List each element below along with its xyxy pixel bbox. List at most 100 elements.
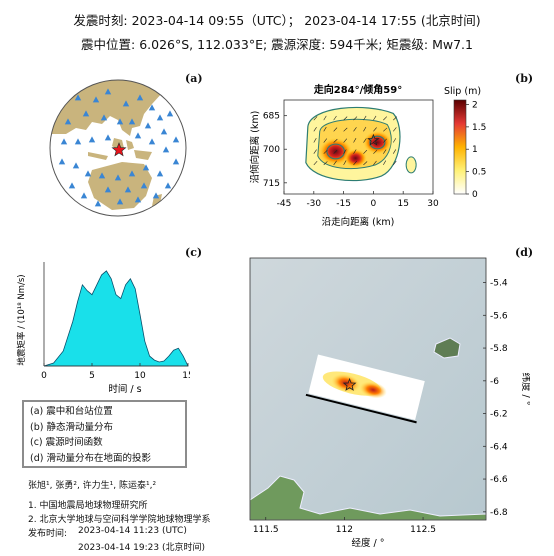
hypocenter-star-icon bbox=[367, 133, 380, 146]
rake-arrow bbox=[313, 160, 318, 166]
rake-arrow bbox=[393, 116, 398, 121]
colorbar-tick-label: 1 bbox=[472, 145, 478, 155]
station-triangle-icon bbox=[162, 146, 170, 153]
stf-x-tick-label: 10 bbox=[134, 371, 146, 381]
station-triangle-icon bbox=[64, 118, 72, 125]
rake-arrow bbox=[373, 160, 377, 166]
rake-arrow bbox=[373, 138, 378, 143]
station-triangle-icon bbox=[160, 128, 168, 135]
panel-a-station-map bbox=[49, 79, 187, 217]
rake-arrow bbox=[383, 149, 387, 154]
rake-arrow bbox=[343, 149, 347, 154]
legend-item: (d) 滑动量分布在地面的投影 bbox=[30, 452, 151, 464]
station-triangle-icon bbox=[156, 114, 164, 121]
release-time-beijing: 2023-04-14 19:23 (北京时间) bbox=[78, 543, 205, 553]
rake-arrow bbox=[323, 161, 328, 166]
slip-y-tick-label: 700 bbox=[263, 145, 280, 155]
map-y-tick-label: -5.4 bbox=[490, 279, 508, 289]
map-x-tick-label: 112 bbox=[336, 525, 353, 535]
release-time-utc: 2023-04-14 11:23 (UTC) bbox=[78, 526, 187, 536]
rake-arrow bbox=[363, 126, 367, 132]
rake-arrow bbox=[383, 127, 388, 132]
station-triangle-icon bbox=[114, 174, 122, 181]
island-bawean bbox=[433, 337, 461, 359]
panel-label-a: (a) bbox=[185, 72, 203, 85]
stf-x-tick-label: 15 bbox=[182, 371, 190, 381]
epicenter-star-icon bbox=[342, 377, 357, 391]
rake-arrow bbox=[333, 149, 338, 154]
station-triangle-icon bbox=[134, 132, 142, 139]
slip-asperity-projected bbox=[359, 381, 387, 399]
rake-arrow bbox=[393, 138, 397, 143]
rake-arrow bbox=[313, 116, 318, 121]
rake-arrow bbox=[353, 116, 358, 121]
panel-label-b: (b) bbox=[515, 72, 534, 85]
rake-arrow bbox=[353, 127, 357, 132]
legend-item: (b) 静态滑动量分布 bbox=[30, 421, 113, 433]
station-triangle-icon bbox=[156, 170, 164, 177]
affiliation-2: 2. 北京大学地球与空间科学学院地球物理学系 bbox=[28, 515, 211, 525]
station-triangle-icon bbox=[128, 118, 136, 125]
rake-arrow bbox=[343, 138, 348, 143]
stf-x-tick-label: 0 bbox=[41, 371, 47, 381]
epicenter-line: 震中位置: 6.026°S, 112.033°E; 震源深度: 594千米; 矩… bbox=[81, 37, 473, 52]
java-coast bbox=[250, 475, 486, 520]
station-triangle-icon bbox=[116, 118, 124, 125]
station-triangle-icon bbox=[60, 138, 68, 145]
slip-x-tick-label: -45 bbox=[277, 199, 292, 209]
slip-y-tick-label: 715 bbox=[263, 179, 280, 189]
station-triangle-icon bbox=[140, 182, 148, 189]
stf-x-axis-label: 时间 / s bbox=[108, 383, 141, 395]
map-y-tick-label: -6.8 bbox=[490, 508, 508, 518]
slip-colorbar bbox=[453, 99, 467, 195]
authors: 张旭¹, 张勇², 许力生¹, 陈运泰¹,² bbox=[28, 481, 157, 491]
rake-arrow bbox=[373, 115, 377, 121]
station-triangle-icon bbox=[152, 192, 160, 199]
rake-arrow bbox=[323, 126, 327, 132]
rake-arrow bbox=[363, 149, 368, 154]
station-triangle-icon bbox=[166, 110, 174, 117]
station-triangle-icon bbox=[104, 186, 112, 193]
rake-arrow bbox=[333, 138, 338, 143]
station-triangle-icon bbox=[148, 104, 156, 111]
rake-arrow bbox=[393, 149, 397, 154]
stf-y-axis-label: 地震矩率 / (10¹⁸ Nm/s) bbox=[16, 274, 27, 365]
station-triangle-icon bbox=[128, 170, 136, 177]
globe-outline bbox=[49, 79, 187, 217]
station-triangle-icon bbox=[74, 138, 82, 145]
release-label: 发布时间: bbox=[28, 529, 68, 539]
station-triangle-icon bbox=[100, 114, 108, 121]
rake-arrow bbox=[313, 149, 317, 154]
rake-arrow bbox=[353, 149, 357, 154]
station-triangle-icon bbox=[136, 94, 144, 101]
colorbar-tick-label: 2 bbox=[472, 100, 478, 110]
map-y-tick-label: -5.6 bbox=[490, 311, 508, 321]
slip-x-tick-label: 15 bbox=[397, 199, 408, 209]
rake-arrow bbox=[323, 138, 328, 143]
slip-x-tick-label: 0 bbox=[371, 199, 377, 209]
affiliation-1: 1. 中国地震局地球物理研究所 bbox=[28, 501, 148, 511]
station-triangle-icon bbox=[82, 110, 90, 117]
stf-area bbox=[43, 270, 189, 367]
map-x-tick-label: 112.5 bbox=[410, 525, 436, 535]
station-triangle-icon bbox=[148, 138, 156, 145]
rake-arrow bbox=[363, 115, 367, 121]
slip-y-tick-label: 685 bbox=[263, 112, 280, 122]
map-y-tick-label: -6.4 bbox=[490, 442, 508, 452]
station-triangle-icon bbox=[84, 170, 92, 177]
slip-patch-east bbox=[405, 156, 417, 174]
rake-arrow bbox=[313, 138, 317, 143]
rake-arrow bbox=[323, 149, 328, 154]
map-x-axis-label: 经度 / ° bbox=[352, 537, 385, 549]
station-triangle-icon bbox=[172, 158, 180, 165]
panel-legend: (a) 震中和台站位置 (b) 静态滑动量分布 (c) 震源时间函数 (d) 滑… bbox=[22, 400, 187, 468]
rake-arrow bbox=[333, 160, 337, 166]
station-triangle-icon bbox=[92, 96, 100, 103]
epicenter-star-icon bbox=[111, 142, 127, 157]
station-triangle-icon bbox=[122, 100, 130, 107]
fault-trace-line bbox=[305, 393, 417, 424]
map-y-tick-label: -6.2 bbox=[490, 410, 508, 420]
rake-arrow bbox=[343, 160, 347, 166]
colorbar-tick-label: 0 bbox=[472, 190, 478, 200]
